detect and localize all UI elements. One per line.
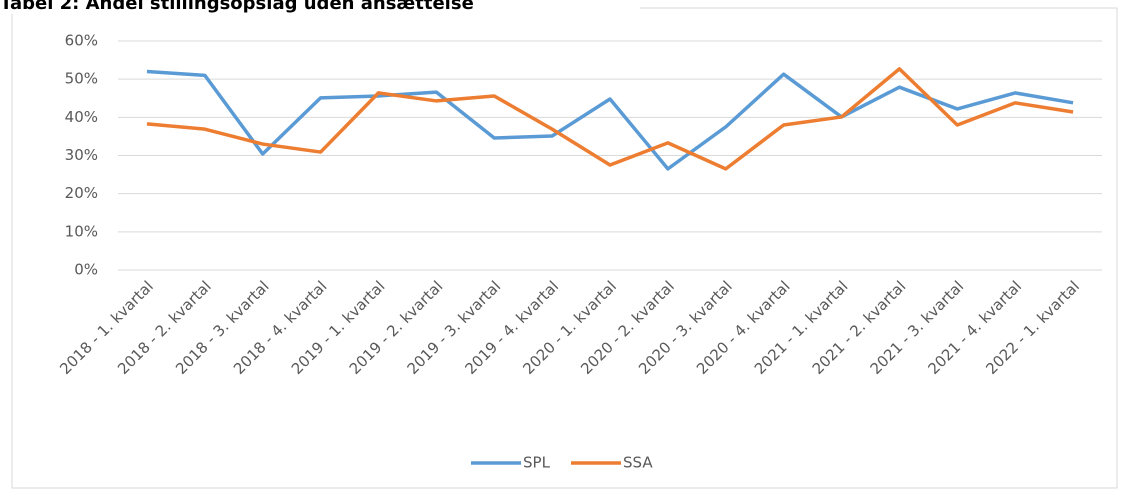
y-tick-label: 20% bbox=[65, 184, 98, 202]
title-backdrop bbox=[0, 0, 640, 14]
y-tick-label: 30% bbox=[65, 146, 98, 164]
series-line bbox=[146, 69, 1074, 171]
series-line bbox=[146, 67, 1074, 171]
y-tick-label: 50% bbox=[65, 70, 98, 88]
y-tick-label: 60% bbox=[65, 32, 98, 50]
legend-label: SPL bbox=[523, 454, 551, 472]
legend-label: SSA bbox=[623, 454, 653, 472]
y-tick-label: 0% bbox=[74, 261, 98, 279]
y-tick-label: 10% bbox=[65, 222, 98, 240]
chart-frame bbox=[11, 7, 1118, 489]
y-tick-label: 40% bbox=[65, 108, 98, 126]
chart-title: Tabel 2: Andel stillingsopslag uden ansæ… bbox=[0, 0, 474, 14]
